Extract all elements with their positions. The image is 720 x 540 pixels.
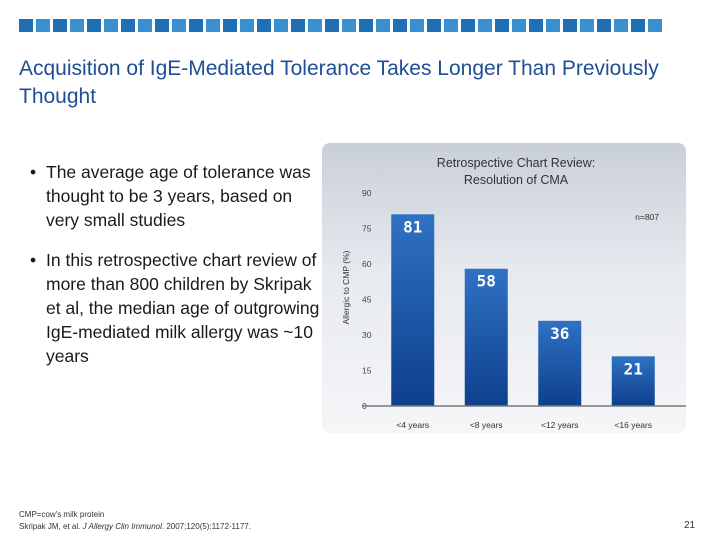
header-square bbox=[393, 19, 407, 32]
header-square bbox=[121, 19, 135, 32]
header-square bbox=[291, 19, 305, 32]
bullet-text: In this retrospective chart review of mo… bbox=[46, 250, 320, 366]
bar bbox=[464, 268, 508, 406]
header-square bbox=[36, 19, 50, 32]
header-square bbox=[546, 19, 560, 32]
x-tick-label: <8 years bbox=[470, 420, 503, 430]
footnote-reference: Skripak JM, et al. J Allergy Clin Immuno… bbox=[19, 522, 251, 531]
page-number: 21 bbox=[684, 520, 696, 531]
header-square bbox=[563, 19, 577, 32]
bar-value-label: 36 bbox=[550, 324, 569, 343]
header-square bbox=[529, 19, 543, 32]
bullet-dot: • bbox=[30, 250, 37, 270]
header-square bbox=[240, 19, 254, 32]
bullet-item: • The average age of tolerance was thoug… bbox=[30, 160, 330, 232]
bullet-text: The average age of tolerance was thought… bbox=[46, 162, 311, 230]
slide-title: Acquisition of IgE-Mediated Tolerance Ta… bbox=[19, 57, 659, 108]
header-square bbox=[104, 19, 118, 32]
header-square bbox=[70, 19, 84, 32]
y-tick-label: 30 bbox=[362, 330, 372, 340]
bar-value-label: 58 bbox=[477, 272, 496, 291]
y-tick-label: 15 bbox=[362, 366, 372, 376]
sample-size-annotation: n=807 bbox=[635, 212, 659, 222]
header-square bbox=[495, 19, 509, 32]
header-square bbox=[223, 19, 237, 32]
y-tick-label: 60 bbox=[362, 259, 372, 269]
bar bbox=[538, 320, 582, 406]
chart-title-line: Resolution of CMA bbox=[464, 173, 569, 187]
header-square bbox=[206, 19, 220, 32]
header-square bbox=[631, 19, 645, 32]
header-square bbox=[478, 19, 492, 32]
header-square bbox=[614, 19, 628, 32]
header-square bbox=[53, 19, 67, 32]
header-square bbox=[376, 19, 390, 32]
y-axis-label: Allergic to CMP (%) bbox=[341, 250, 351, 324]
header-square bbox=[427, 19, 441, 32]
footnote-details: . 2007;120(5):1172-1177. bbox=[161, 522, 251, 531]
header-square bbox=[189, 19, 203, 32]
header-square bbox=[359, 19, 373, 32]
header-square bbox=[648, 19, 662, 32]
header-square bbox=[138, 19, 152, 32]
x-tick-label: <12 years bbox=[541, 420, 579, 430]
header-square bbox=[155, 19, 169, 32]
bullet-dot: • bbox=[30, 162, 37, 182]
header-square bbox=[342, 19, 356, 32]
header-square bbox=[461, 19, 475, 32]
header-square bbox=[87, 19, 101, 32]
y-tick-label: 45 bbox=[362, 295, 372, 305]
header-square bbox=[325, 19, 339, 32]
header-square bbox=[410, 19, 424, 32]
header-square bbox=[512, 19, 526, 32]
header-square bbox=[308, 19, 322, 32]
y-tick-label: 75 bbox=[362, 224, 372, 234]
header-square bbox=[19, 19, 33, 32]
bar-value-label: 81 bbox=[403, 217, 422, 236]
bullet-list: • The average age of tolerance was thoug… bbox=[30, 160, 330, 384]
header-square bbox=[257, 19, 271, 32]
bar bbox=[391, 214, 435, 406]
header-square bbox=[444, 19, 458, 32]
footnote-abbreviation: CMP=cow's milk protein bbox=[19, 510, 105, 519]
x-tick-label: <16 years bbox=[614, 420, 652, 430]
footnote-authors: Skripak JM, et al. bbox=[19, 522, 81, 531]
bar-value-label: 21 bbox=[624, 359, 643, 378]
header-decoration bbox=[19, 19, 662, 32]
header-square bbox=[580, 19, 594, 32]
header-square bbox=[597, 19, 611, 32]
bullet-item: • In this retrospective chart review of … bbox=[30, 248, 330, 368]
y-tick-label: 90 bbox=[362, 188, 372, 198]
chart-title-line: Retrospective Chart Review: bbox=[437, 156, 595, 170]
header-square bbox=[274, 19, 288, 32]
header-square bbox=[172, 19, 186, 32]
footnote-journal: J Allergy Clin Immunol bbox=[82, 522, 162, 531]
bar-chart: Retrospective Chart Review: Resolution of… bbox=[341, 156, 686, 430]
bar bbox=[611, 356, 655, 406]
x-tick-label: <4 years bbox=[396, 420, 429, 430]
